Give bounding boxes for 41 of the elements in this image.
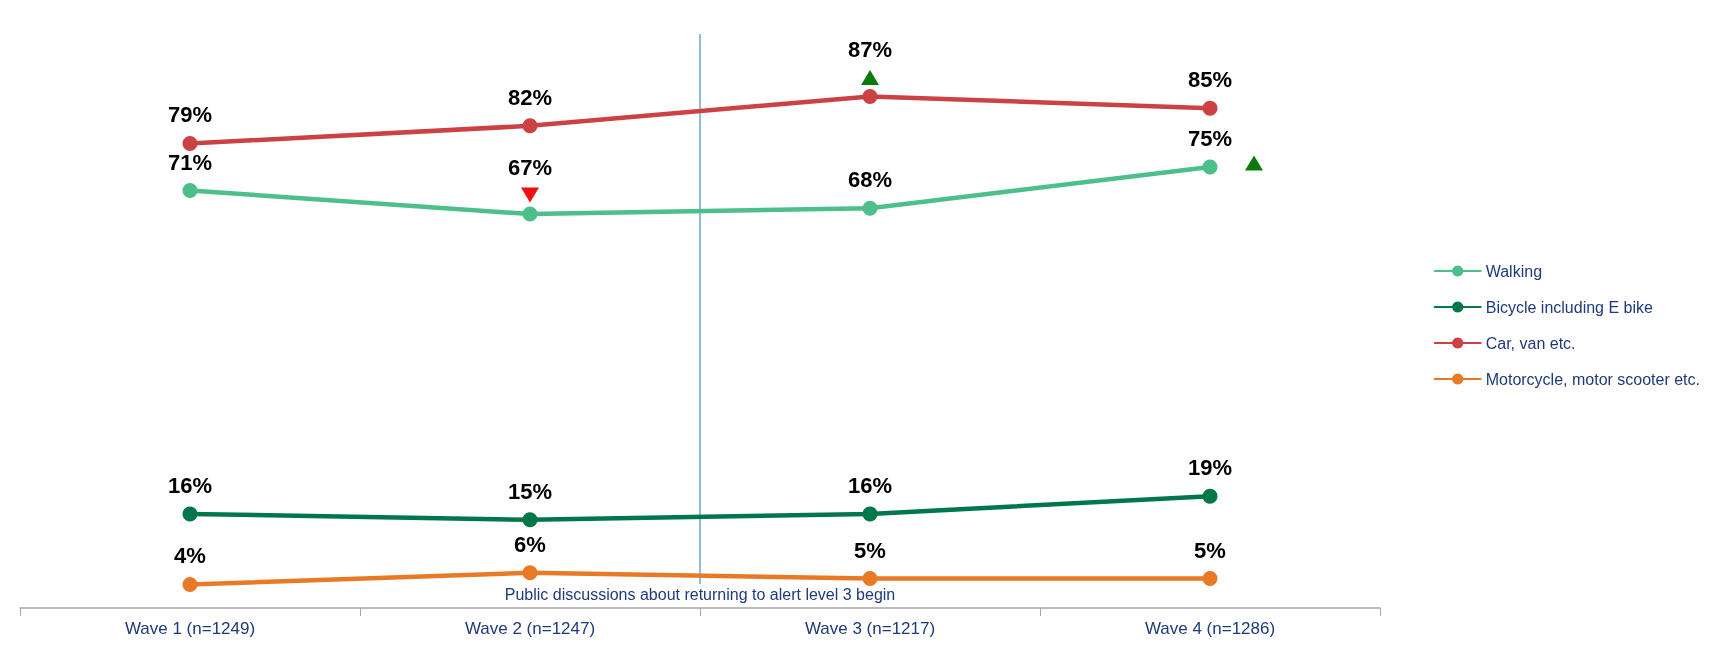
point <box>522 118 538 134</box>
x-tick-label: Wave 2 (n=1247) <box>464 619 596 638</box>
data-label: 82% <box>507 84 553 110</box>
point <box>182 135 198 151</box>
legend-label: Bicycle including E bike <box>1485 298 1654 316</box>
data-label: 16% <box>847 472 893 498</box>
legend-label: Walking <box>1485 262 1543 280</box>
data-label: 16% <box>167 472 213 498</box>
data-label: 67% <box>507 155 553 181</box>
legend-label: Car, van etc. <box>1485 334 1576 352</box>
data-label: 15% <box>507 478 553 504</box>
point <box>1202 159 1218 175</box>
point <box>862 506 878 522</box>
data-label: 19% <box>1187 455 1233 481</box>
point <box>1202 571 1218 587</box>
x-tick-label: Wave 1 (n=1249) <box>124 619 256 638</box>
x-tick-label: Wave 4 (n=1286) <box>1144 619 1276 638</box>
point <box>182 576 198 592</box>
data-label: 71% <box>167 149 213 175</box>
point <box>522 206 538 222</box>
point <box>862 88 878 104</box>
x-tick-label: Wave 3 (n=1217) <box>804 619 936 638</box>
legend-label: Motorcycle, motor scooter etc. <box>1485 370 1701 388</box>
point <box>862 200 878 216</box>
point <box>182 506 198 522</box>
data-label: 87% <box>847 37 893 63</box>
data-label: 68% <box>847 167 893 193</box>
data-label: 5% <box>854 537 886 563</box>
data-label: 85% <box>1187 67 1233 93</box>
ref-line-label: Public discussions about returning to alert level 3 begin <box>504 585 896 603</box>
data-label: 5% <box>1194 537 1226 563</box>
point <box>1202 100 1218 116</box>
point <box>862 571 878 587</box>
data-label: 4% <box>174 543 206 569</box>
point <box>182 183 198 199</box>
point <box>522 565 538 581</box>
data-label: 6% <box>514 531 546 557</box>
point <box>1202 488 1218 504</box>
point <box>522 512 538 528</box>
data-label: 79% <box>167 102 213 128</box>
data-label: 75% <box>1187 126 1233 151</box>
